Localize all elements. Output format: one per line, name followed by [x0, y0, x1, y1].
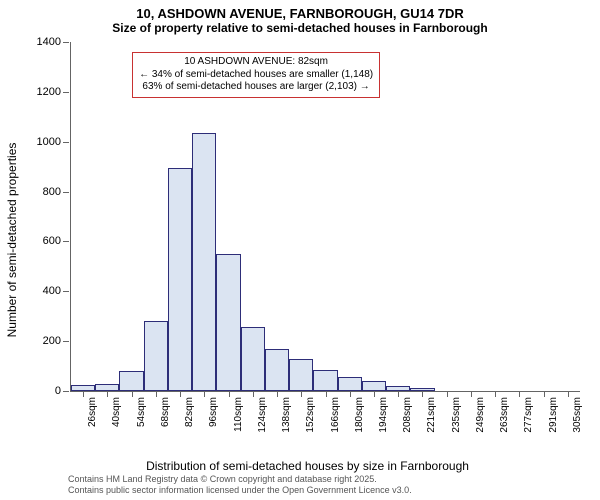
y-tick	[63, 341, 69, 342]
y-tick-label: 0	[55, 385, 61, 397]
x-tick-label: 110sqm	[233, 397, 244, 432]
x-tick-label: 166sqm	[330, 397, 341, 433]
histogram-bar	[71, 385, 95, 391]
x-tick-label: 291sqm	[548, 397, 559, 433]
x-tick	[83, 391, 84, 397]
annotation-line1: 10 ASHDOWN AVENUE: 82sqm	[139, 56, 373, 69]
chart-title-sub: Size of property relative to semi-detach…	[0, 21, 600, 39]
x-tick-label: 277sqm	[523, 397, 534, 433]
y-tick	[63, 291, 69, 292]
histogram-bar	[386, 386, 410, 391]
x-tick-label: 124sqm	[257, 397, 268, 433]
histogram-bar	[241, 327, 265, 391]
x-tick	[107, 391, 108, 397]
x-tick	[447, 391, 448, 397]
chart-container: Number of semi-detached properties 10 AS…	[30, 42, 585, 437]
histogram-bar	[410, 388, 434, 391]
x-tick-label: 208sqm	[402, 397, 413, 433]
y-tick-label: 1400	[37, 36, 61, 48]
histogram-bar	[95, 384, 119, 391]
x-tick-label: 180sqm	[354, 397, 365, 433]
footer-line2: Contains public sector information licen…	[68, 485, 412, 496]
annotation-line2: ← 34% of semi-detached houses are smalle…	[139, 69, 373, 82]
x-tick	[180, 391, 181, 397]
histogram-bar	[289, 359, 313, 391]
x-tick-label: 138sqm	[281, 397, 292, 433]
x-tick-label: 40sqm	[111, 397, 122, 427]
histogram-bar	[168, 168, 192, 391]
y-tick-label: 800	[43, 186, 61, 198]
y-tick-label: 400	[43, 285, 61, 297]
x-tick-label: 221sqm	[426, 397, 437, 433]
x-tick	[229, 391, 230, 397]
x-tick	[204, 391, 205, 397]
x-tick	[253, 391, 254, 397]
x-tick-label: 305sqm	[572, 397, 583, 433]
annotation-line3: 63% of semi-detached houses are larger (…	[139, 81, 373, 94]
x-tick-label: 152sqm	[305, 397, 316, 433]
x-tick	[422, 391, 423, 397]
y-tick	[63, 192, 69, 193]
x-tick	[132, 391, 133, 397]
x-tick-label: 263sqm	[499, 397, 510, 433]
x-tick-label: 54sqm	[136, 397, 147, 427]
histogram-bar	[144, 321, 168, 391]
x-tick	[156, 391, 157, 397]
x-tick	[519, 391, 520, 397]
x-tick-label: 249sqm	[475, 397, 486, 433]
histogram-bar	[362, 381, 386, 391]
x-tick	[326, 391, 327, 397]
histogram-bar	[216, 254, 240, 391]
x-tick-label: 235sqm	[451, 397, 462, 433]
x-tick	[374, 391, 375, 397]
y-tick	[63, 391, 69, 392]
x-tick	[301, 391, 302, 397]
x-tick-label: 194sqm	[378, 397, 389, 433]
histogram-bar	[265, 349, 289, 391]
histogram-bar	[313, 370, 337, 391]
x-tick-label: 26sqm	[87, 397, 98, 427]
y-tick	[63, 142, 69, 143]
x-tick	[471, 391, 472, 397]
x-tick	[350, 391, 351, 397]
x-tick	[277, 391, 278, 397]
x-tick-label: 68sqm	[160, 397, 171, 427]
annotation-box: 10 ASHDOWN AVENUE: 82sqm ← 34% of semi-d…	[132, 52, 380, 98]
y-tick	[63, 241, 69, 242]
histogram-bar	[338, 377, 362, 391]
y-tick-label: 600	[43, 235, 61, 247]
y-tick-label: 1200	[37, 86, 61, 98]
x-tick	[568, 391, 569, 397]
x-tick	[544, 391, 545, 397]
y-axis-label: Number of semi-detached properties	[5, 142, 19, 337]
y-tick	[63, 42, 69, 43]
y-tick-label: 200	[43, 335, 61, 347]
footer-attribution: Contains HM Land Registry data © Crown c…	[68, 474, 412, 496]
x-tick-label: 82sqm	[184, 397, 195, 427]
chart-title-main: 10, ASHDOWN AVENUE, FARNBOROUGH, GU14 7D…	[0, 0, 600, 21]
y-tick-label: 1000	[37, 136, 61, 148]
y-tick	[63, 92, 69, 93]
footer-line1: Contains HM Land Registry data © Crown c…	[68, 474, 412, 485]
x-tick	[398, 391, 399, 397]
histogram-bar	[192, 133, 216, 391]
x-axis-label: Distribution of semi-detached houses by …	[146, 459, 469, 473]
x-tick-label: 96sqm	[208, 397, 219, 427]
histogram-bar	[119, 371, 143, 391]
x-tick	[495, 391, 496, 397]
plot-area: 10 ASHDOWN AVENUE: 82sqm ← 34% of semi-d…	[70, 42, 580, 392]
